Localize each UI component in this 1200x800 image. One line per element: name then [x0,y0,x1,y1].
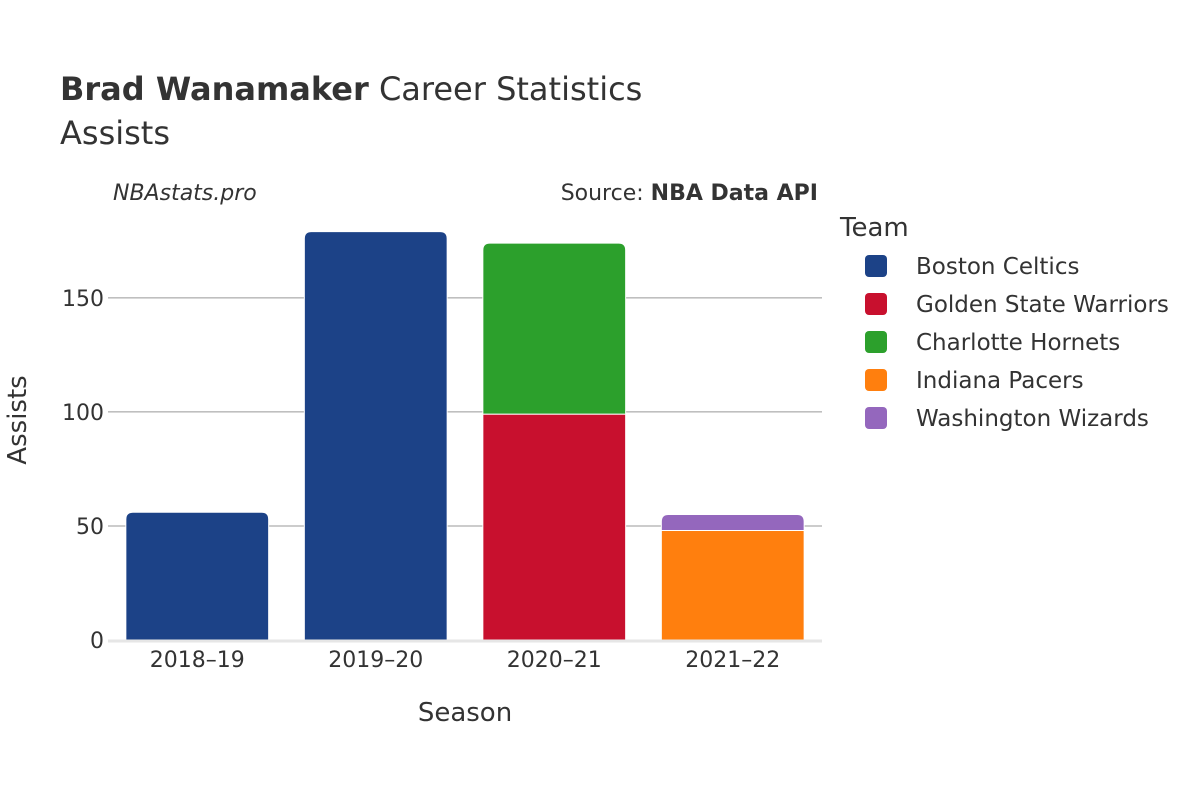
bar-2019–20-boston-celtics[interactable] [303,231,448,641]
bars [125,231,805,641]
chart-subtitle: Assists [60,114,170,152]
y-tick-label: 100 [62,401,104,426]
x-tick-label: 2019–20 [328,648,423,673]
legend: Team Boston Celtics Golden State Warriors C… [839,213,1169,432]
legend-swatch-indiana-pacers[interactable] [865,369,887,391]
chart-title-bold: Brad Wanamaker [60,70,369,108]
gridlines [108,297,822,527]
legend-swatch-boston-celtics[interactable] [865,255,887,277]
legend-swatch-washington-wizards[interactable] [865,407,887,429]
bar-2021–22-washington-wizards[interactable] [660,514,805,532]
y-tick-label: 150 [62,287,104,312]
legend-label[interactable]: Washington Wizards [916,406,1149,432]
bar-2021–22-indiana-pacers[interactable] [660,530,805,641]
source-prefix: Source: [561,181,651,206]
bar-2020–21-golden-state-warriors[interactable] [482,413,627,641]
x-tick-label: 2020–21 [507,648,602,673]
y-tick-label: 50 [76,515,104,540]
chart-title: Brad Wanamaker Career Statistics [60,70,642,108]
x-tick-label: 2021–22 [685,648,780,673]
legend-label[interactable]: Charlotte Hornets [916,330,1120,356]
chart-title-rest: Career Statistics [369,70,643,108]
bar-2020–21-charlotte-hornets[interactable] [482,242,627,415]
x-tick-label: 2018–19 [150,648,245,673]
y-axis-title: Assists [3,375,33,464]
source-label: Source: NBA Data API [561,181,818,206]
legend-label[interactable]: Indiana Pacers [916,368,1084,394]
x-axis-title: Season [418,698,512,728]
bar-2018–19-boston-celtics[interactable] [125,511,270,641]
watermark-label: NBAstats.pro [113,181,257,206]
legend-title: Team [839,213,909,243]
source-name: NBA Data API [651,181,818,206]
legend-label[interactable]: Golden State Warriors [916,292,1169,318]
axes: 0 50 100 150 2018–19 2019–20 2020–21 2021–22 [62,287,822,673]
legend-swatch-golden-state-warriors[interactable] [865,293,887,315]
y-tick-label: 0 [90,629,104,654]
legend-label[interactable]: Boston Celtics [916,254,1079,280]
legend-swatch-charlotte-hornets[interactable] [865,331,887,353]
